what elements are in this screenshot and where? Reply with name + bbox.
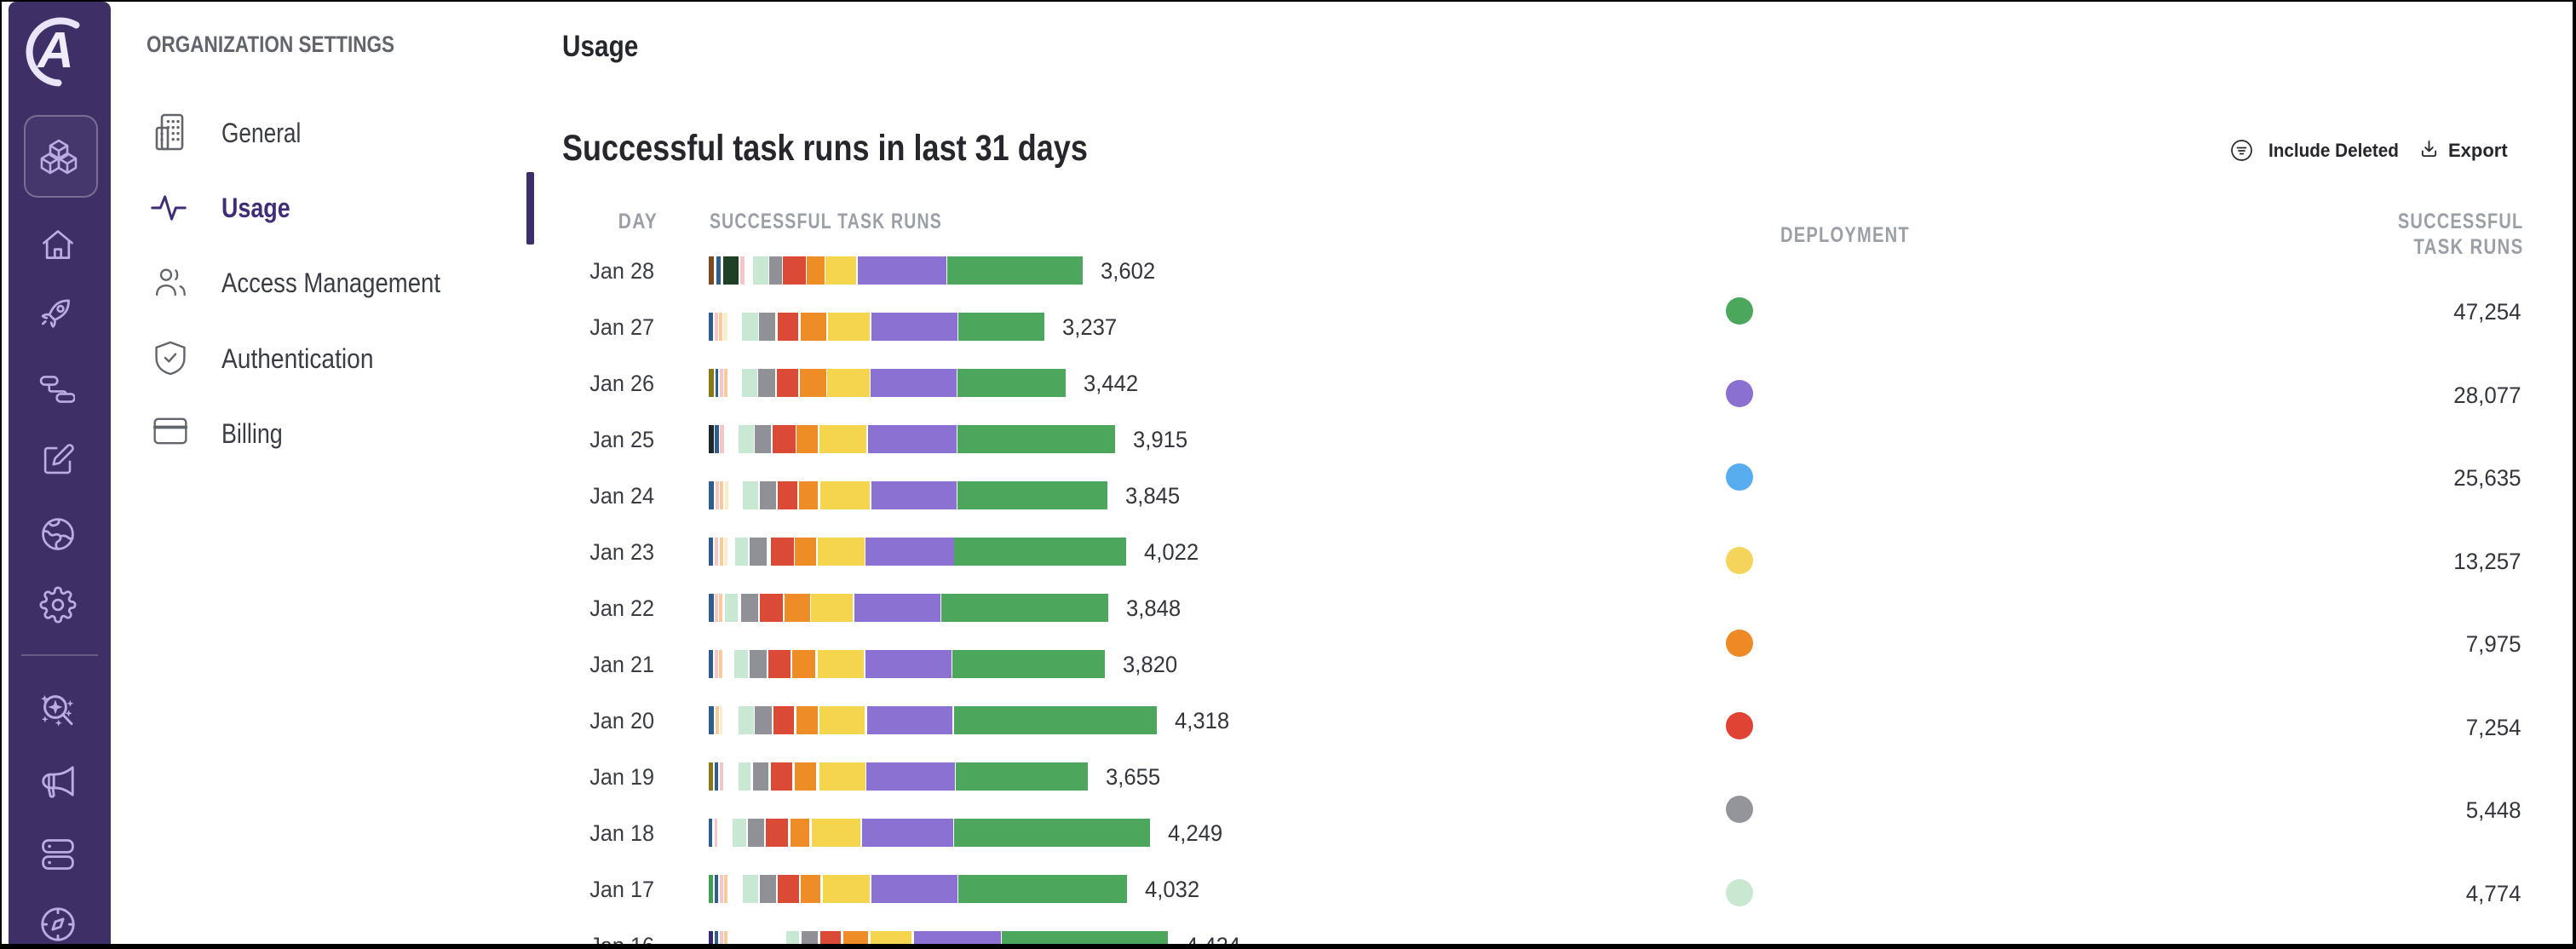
- svg-text:A: A: [36, 22, 74, 78]
